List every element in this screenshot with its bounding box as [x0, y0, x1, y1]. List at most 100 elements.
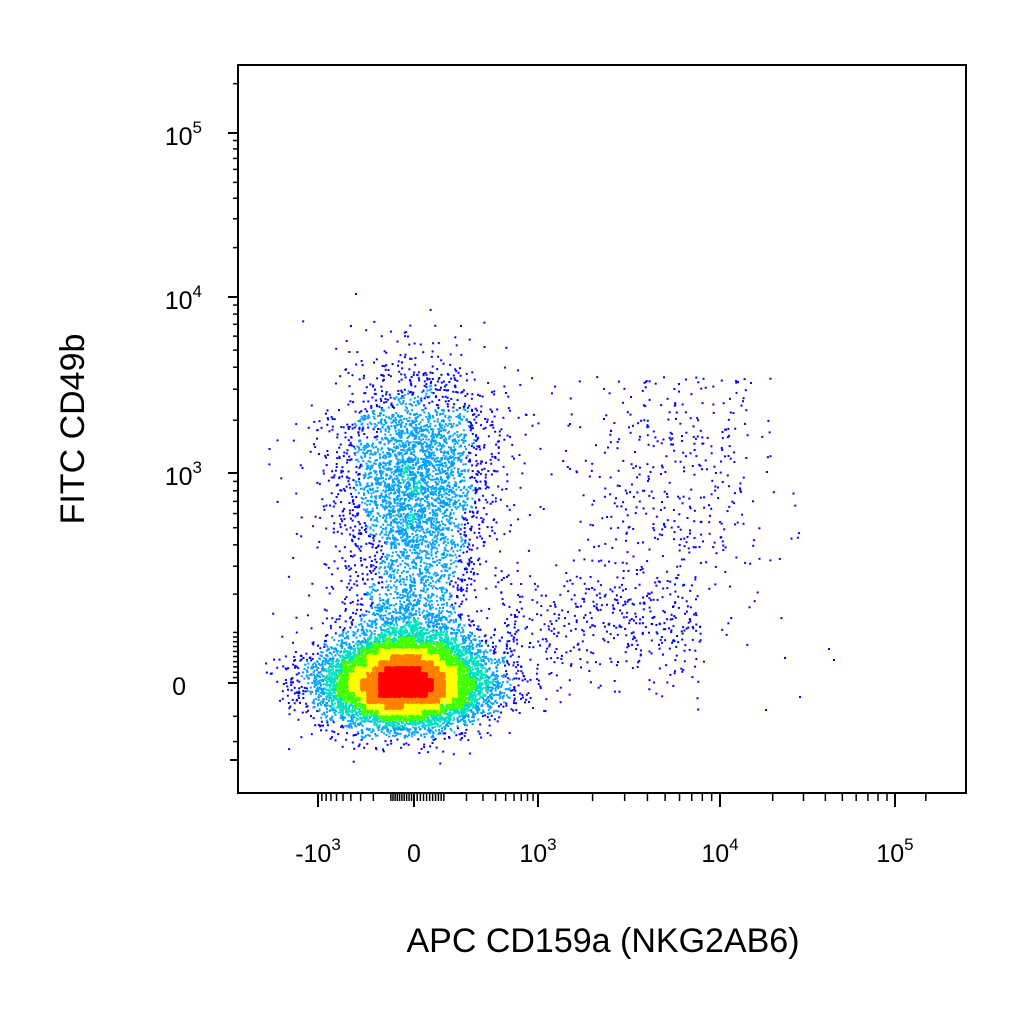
event-point: [436, 600, 438, 602]
event-point: [651, 623, 653, 625]
event-point: [433, 521, 435, 523]
event-point: [319, 517, 321, 519]
event-point: [467, 546, 469, 548]
event-point: [311, 682, 313, 684]
event-point: [495, 646, 497, 648]
event-point: [407, 563, 409, 565]
event-point: [380, 549, 382, 551]
event-point: [480, 737, 482, 739]
event-point: [400, 403, 402, 405]
event-point: [477, 651, 479, 653]
event-point: [610, 476, 612, 478]
event-point: [480, 629, 482, 631]
event-point: [388, 533, 390, 535]
event-point: [448, 436, 450, 438]
event-point: [468, 578, 470, 580]
event-point: [757, 592, 759, 594]
event-point: [375, 519, 377, 521]
event-point: [431, 392, 433, 394]
event-point: [426, 563, 428, 565]
event-point: [374, 478, 376, 480]
event-point: [393, 597, 395, 599]
event-point: [616, 594, 618, 596]
event-point: [691, 584, 693, 586]
event-point: [610, 516, 612, 518]
event-point: [272, 613, 274, 615]
event-point: [466, 584, 468, 586]
event-point: [375, 471, 377, 473]
event-point: [456, 434, 458, 436]
event-point: [636, 476, 638, 478]
event-point: [477, 626, 479, 628]
event-point: [498, 659, 500, 661]
event-point: [431, 449, 433, 451]
event-point: [428, 520, 430, 522]
event-point: [666, 571, 668, 573]
event-point: [562, 662, 564, 664]
event-point: [412, 435, 414, 437]
event-point: [503, 604, 505, 606]
event-point: [340, 526, 342, 528]
event-point: [411, 409, 413, 411]
event-point: [331, 730, 333, 732]
event-point: [418, 423, 420, 425]
event-point: [317, 667, 319, 669]
event-point: [440, 538, 442, 540]
event-point: [445, 439, 447, 441]
event-point: [669, 674, 671, 676]
event-point: [454, 525, 456, 527]
event-point: [350, 442, 352, 444]
event-point: [490, 409, 492, 411]
event-point: [569, 423, 571, 425]
event-point: [600, 560, 602, 562]
event-point: [626, 646, 628, 648]
event-point: [477, 719, 479, 721]
event-point: [614, 691, 616, 693]
event-point: [355, 734, 357, 736]
event-point: [358, 434, 360, 436]
event-point: [437, 604, 439, 606]
event-point: [723, 402, 725, 404]
event-point: [317, 683, 319, 685]
event-point: [339, 523, 341, 525]
event-point: [400, 373, 402, 375]
event-point: [398, 381, 400, 383]
event-point: [500, 704, 502, 706]
event-point: [486, 501, 488, 503]
event-point: [429, 532, 431, 534]
event-point: [333, 639, 335, 641]
event-point: [627, 643, 629, 645]
event-point: [473, 447, 475, 449]
event-point: [376, 404, 378, 406]
event-point: [373, 730, 375, 732]
event-point: [642, 597, 644, 599]
event-point: [673, 450, 675, 452]
event-point: [604, 543, 606, 545]
event-point: [647, 480, 649, 482]
event-point: [409, 433, 411, 435]
event-point: [745, 409, 747, 411]
event-point: [369, 488, 371, 490]
event-point: [329, 593, 331, 595]
event-point: [476, 537, 478, 539]
event-point: [456, 344, 458, 346]
event-point: [376, 377, 378, 379]
event-point: [660, 639, 662, 641]
event-point: [374, 502, 376, 504]
event-point: [626, 562, 628, 564]
event-point: [369, 469, 371, 471]
event-point: [383, 750, 385, 752]
event-point: [447, 476, 449, 478]
event-point: [366, 410, 368, 412]
event-point: [572, 583, 574, 585]
event-point: [469, 511, 471, 513]
event-point: [471, 425, 473, 427]
event-point: [645, 513, 647, 515]
event-point: [351, 539, 353, 541]
event-point: [360, 609, 362, 611]
event-point: [728, 506, 730, 508]
event-point: [619, 485, 621, 487]
event-point: [394, 502, 396, 504]
event-point: [700, 562, 702, 564]
event-point: [390, 580, 392, 582]
